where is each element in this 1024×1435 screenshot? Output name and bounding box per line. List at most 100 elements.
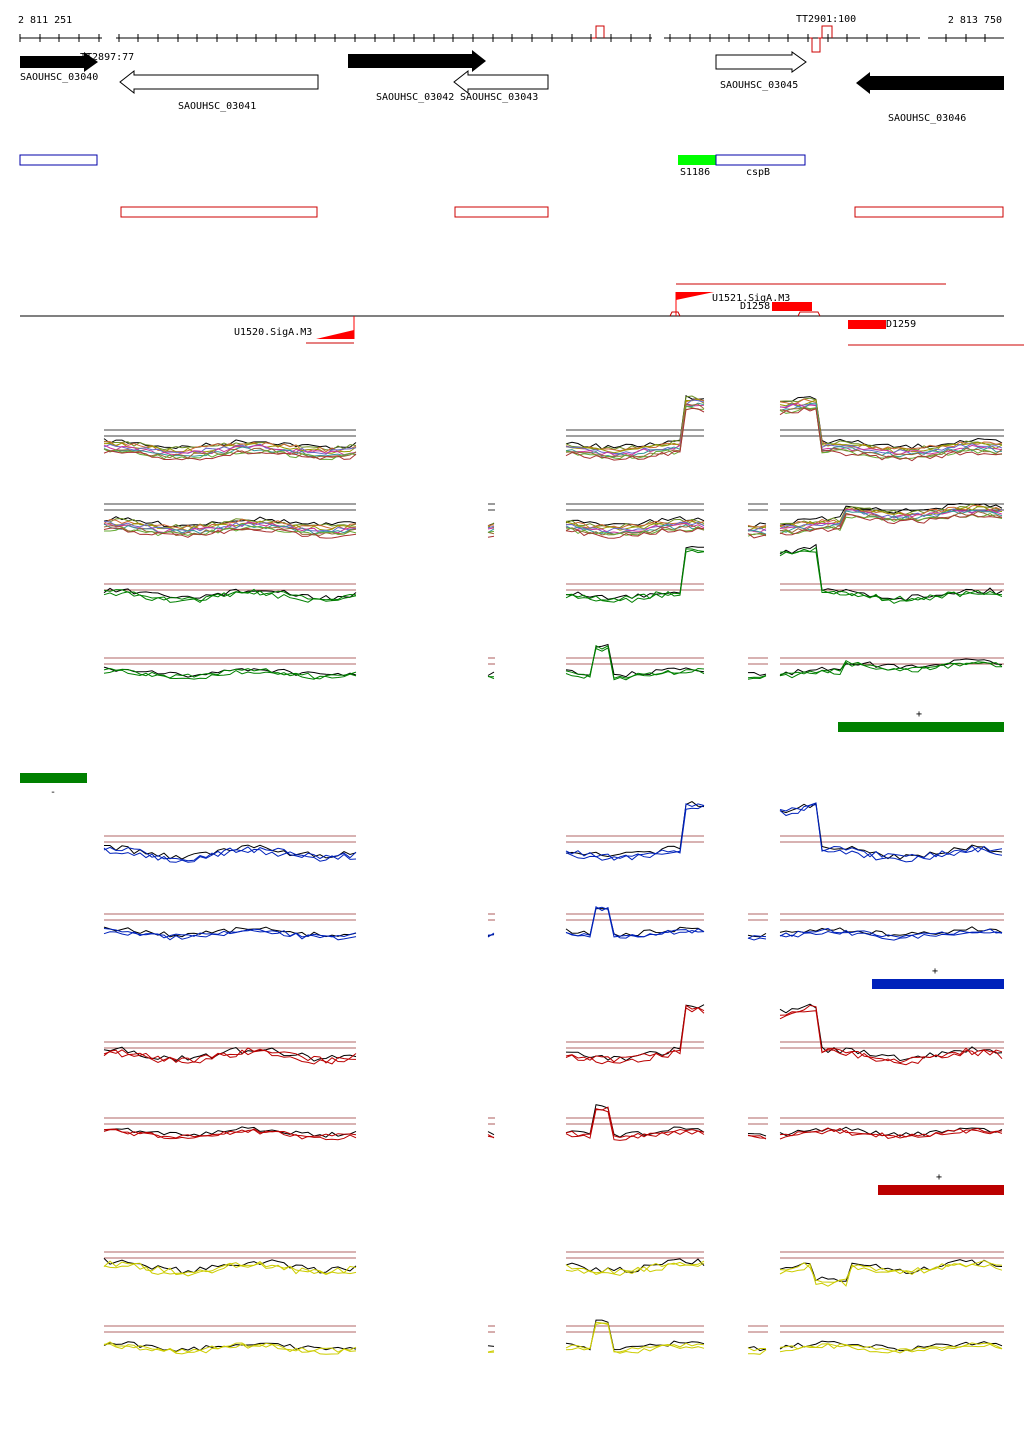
axis-end-label: 2 813 750 xyxy=(948,15,1002,26)
expression-line xyxy=(104,525,357,537)
segment-D1258[interactable]: D1258 xyxy=(740,301,812,312)
gene-label: SAOUHSC_03041 xyxy=(178,101,256,112)
strand-bar-red-plus: + xyxy=(878,1172,1004,1195)
annotation-box xyxy=(19,154,98,166)
promoter-U1520[interactable]: U1520.SigA.M3 xyxy=(234,316,355,339)
segment-D1259[interactable]: D1259 xyxy=(848,319,916,330)
expression-line xyxy=(779,502,1003,526)
expression-line xyxy=(565,548,705,603)
expression-line xyxy=(565,1322,705,1354)
expression-line xyxy=(565,522,705,534)
expression-line xyxy=(487,525,495,529)
expression-line xyxy=(565,549,705,604)
gene-SAOUHSC_03042[interactable]: SAOUHSC_03042 xyxy=(348,50,486,103)
expression-line xyxy=(103,1129,357,1141)
expression-panel xyxy=(103,643,1004,681)
gene-arrow-left-icon xyxy=(453,69,549,95)
terminator-TT2901: TT2901:100 xyxy=(796,14,856,53)
expression-line xyxy=(779,513,1002,536)
feature-box xyxy=(715,154,806,166)
segment-bar xyxy=(772,302,812,311)
feature-S1186[interactable]: S1186 xyxy=(678,155,716,178)
expression-line xyxy=(747,524,767,528)
strand-plus-label: + xyxy=(932,966,938,977)
expression-line xyxy=(779,658,1003,677)
expression-line xyxy=(779,550,1003,604)
expression-line xyxy=(779,804,1003,863)
expression-line xyxy=(779,1343,1003,1354)
expression-line xyxy=(103,1341,357,1352)
expression-line xyxy=(487,1350,495,1353)
axis-ticks xyxy=(19,34,986,42)
strand-bar-green-minus: - xyxy=(20,773,87,798)
gene-arrow-left-icon xyxy=(856,72,1004,94)
expression-line xyxy=(487,1134,495,1139)
expression-line xyxy=(779,802,1003,859)
strand-minus-label: - xyxy=(50,787,56,798)
segment-label: D1258 xyxy=(740,301,770,312)
expression-panel xyxy=(103,1003,1004,1066)
expression-line xyxy=(747,533,767,539)
expression-panel xyxy=(103,1104,1004,1141)
expression-line xyxy=(779,660,1003,675)
expression-line xyxy=(103,520,357,532)
strand-bar-green-plus: + xyxy=(838,709,1004,732)
expression-line xyxy=(747,671,767,676)
expression-panel xyxy=(103,801,1004,863)
expression-line xyxy=(779,503,1003,525)
expression-line xyxy=(747,526,767,532)
strand-bar xyxy=(838,722,1004,732)
expression-line xyxy=(565,647,705,681)
promoter-label: U1520.SigA.M3 xyxy=(234,327,312,338)
expression-line xyxy=(779,1129,1003,1140)
gene-arrow-right-icon xyxy=(715,51,807,73)
expression-line xyxy=(103,846,357,862)
coordinate-axis: 2 811 251 2 813 750 xyxy=(18,15,1004,42)
expression-line xyxy=(103,1260,357,1276)
segment-label: D1259 xyxy=(886,319,916,330)
expression-line xyxy=(487,671,495,676)
feature-cspB[interactable]: cspB xyxy=(715,154,806,178)
expression-line xyxy=(565,906,705,938)
feature-label: S1186 xyxy=(680,167,710,178)
expression-line xyxy=(565,1006,705,1065)
expression-line xyxy=(487,530,495,533)
expression-panel xyxy=(103,1319,1004,1355)
gene-SAOUHSC_03043[interactable]: SAOUHSC_03043 xyxy=(453,69,549,103)
expression-line xyxy=(747,675,767,680)
expression-line xyxy=(103,448,357,461)
expression-line xyxy=(779,1126,1003,1137)
gene-SAOUHSC_03046[interactable]: SAOUHSC_03046 xyxy=(856,72,1004,124)
segment-bar xyxy=(848,320,886,329)
gene-SAOUHSC_03041[interactable]: SAOUHSC_03041 xyxy=(119,69,319,112)
expression-line xyxy=(565,1004,705,1062)
gene-SAOUHSC_03045[interactable]: SAOUHSC_03045 xyxy=(715,51,807,91)
expression-line xyxy=(747,932,767,938)
expression-line xyxy=(565,1004,705,1063)
gene-label: SAOUHSC_03040 xyxy=(20,72,98,83)
annotation-box xyxy=(120,206,318,218)
expression-line xyxy=(103,1047,357,1064)
terminator-stem-icon xyxy=(592,25,605,39)
expression-line xyxy=(779,505,1003,529)
gene-SAOUHSC_03040[interactable]: SAOUHSC_03040 xyxy=(20,52,98,83)
expression-line xyxy=(565,1106,705,1139)
expression-line xyxy=(487,1131,495,1136)
gene-arrow-right-icon xyxy=(20,52,98,72)
strand-plus-label: + xyxy=(936,1172,942,1183)
terminator-stem-minus-icon xyxy=(810,37,821,53)
strand-bar xyxy=(878,1185,1004,1195)
site-bump-icon xyxy=(669,311,681,317)
expression-line xyxy=(779,403,1003,455)
expression-panel xyxy=(103,543,1004,604)
expression-line xyxy=(779,402,1003,458)
expression-line xyxy=(565,1109,705,1141)
expression-line xyxy=(103,1262,357,1277)
expression-panel xyxy=(103,502,1004,539)
expression-line xyxy=(103,444,357,456)
expression-line xyxy=(103,1049,357,1065)
expression-line xyxy=(565,1104,705,1138)
expression-line xyxy=(779,1010,1003,1066)
gene-label: SAOUHSC_03046 xyxy=(888,113,966,124)
expression-line xyxy=(487,535,495,538)
